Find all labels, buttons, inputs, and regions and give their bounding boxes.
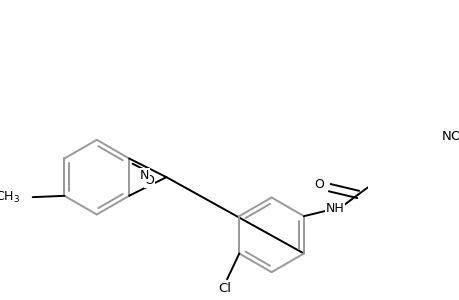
- Text: NO$_2$: NO$_2$: [440, 130, 459, 145]
- Text: NH: NH: [325, 202, 344, 214]
- Text: O: O: [314, 178, 324, 191]
- Text: O: O: [144, 174, 154, 187]
- Text: Cl: Cl: [218, 282, 230, 295]
- Text: CH$_3$: CH$_3$: [0, 190, 21, 205]
- Text: N: N: [140, 169, 149, 182]
